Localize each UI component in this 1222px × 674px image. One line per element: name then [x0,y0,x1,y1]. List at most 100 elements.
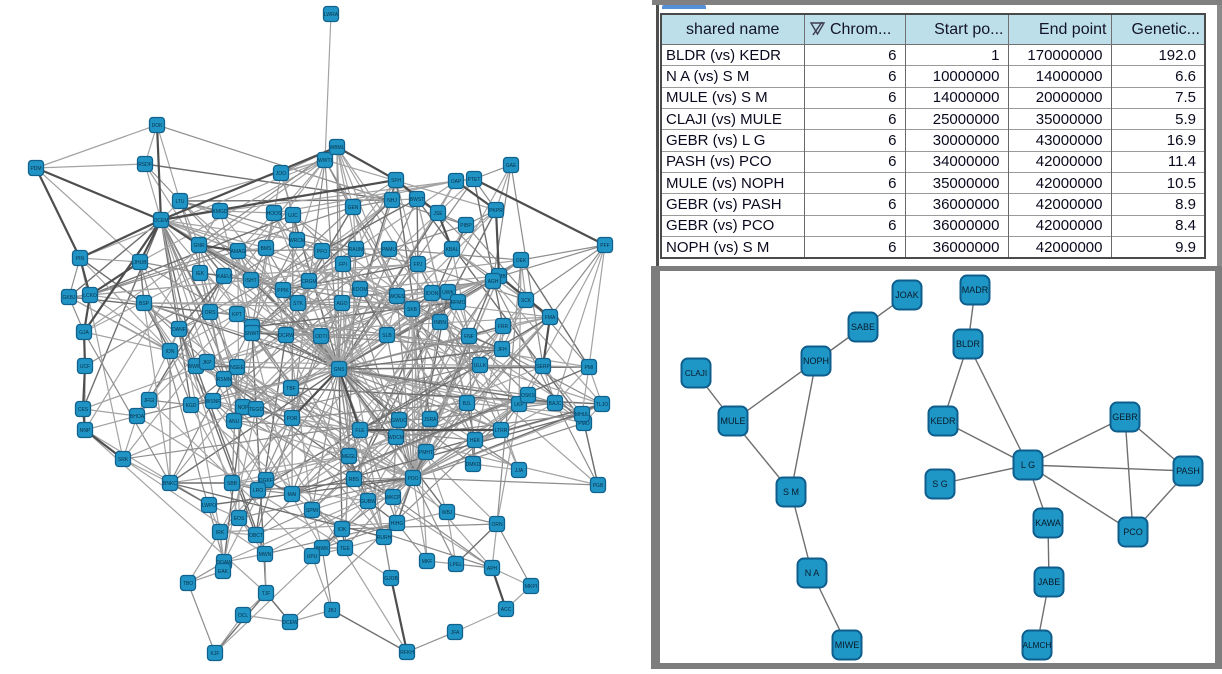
svg-text:DOK: DOK [152,123,164,129]
svg-text:SCK: SCK [521,298,532,304]
svg-text:MIWE: MIWE [835,640,860,650]
svg-text:TEE: TEE [340,546,350,552]
svg-text:BMS: BMS [261,246,273,252]
svg-text:PAMU: PAMU [382,247,396,253]
svg-text:ISHT: ISHT [245,278,256,284]
svg-text:LTU: LTU [175,199,184,205]
svg-text:BSP: BSP [139,301,150,307]
svg-text:TBO: TBO [183,581,193,587]
svg-text:BLDR: BLDR [956,339,981,349]
svg-text:POR: POR [287,416,298,422]
svg-text:PCO: PCO [1123,527,1143,537]
svg-text:RSDF: RSDF [138,162,152,168]
svg-text:NNP: NNP [80,428,91,434]
svg-text:MKF: MKF [422,559,433,565]
svg-text:IOK: IOK [338,527,347,533]
svg-text:L G: L G [1021,460,1035,470]
svg-text:PMHT: PMHT [419,450,433,456]
svg-text:MHUL: MHUL [575,412,589,418]
svg-text:JKP: JKP [202,360,212,366]
svg-text:TLJO: TLJO [596,402,608,408]
svg-text:GWUC: GWUC [391,418,407,424]
svg-text:CLAJI: CLAJI [685,369,707,378]
svg-text:JFA: JFA [451,630,460,636]
svg-text:KDOM: KDOM [353,287,368,293]
svg-text:KAEU: KAEU [217,274,231,280]
svg-text:LWRA: LWRA [324,12,339,18]
svg-text:BWST: BWST [410,197,424,203]
svg-text:EOS: EOS [234,516,245,522]
svg-text:MULE: MULE [720,416,745,426]
svg-text:RBS: RBS [349,477,360,483]
svg-text:SLB: SLB [382,333,392,339]
svg-text:FNF: FNF [464,334,474,340]
svg-text:SPMI: SPMI [306,508,318,514]
svg-text:N A: N A [805,568,820,578]
svg-text:JOO: JOO [276,171,286,177]
svg-text:UWK: UWK [442,290,454,296]
svg-text:GNS: GNS [334,367,346,373]
svg-text:KBAL: KBAL [446,247,459,253]
svg-text:BNKC: BNKC [163,481,177,487]
svg-text:KMGD: KMGD [213,209,228,215]
svg-text:OEK: OEK [516,258,527,264]
svg-text:RSMN: RSMN [217,377,232,383]
svg-text:WWTI: WWTI [318,158,332,164]
svg-text:S G: S G [932,479,948,489]
svg-text:HIHG: HIHG [391,521,404,527]
svg-text:PMI: PMI [585,365,594,371]
svg-text:KEDR: KEDR [930,416,956,426]
svg-text:SBB: SBB [227,481,238,487]
svg-text:UJC: UJC [288,213,298,219]
svg-text:PKPR: PKPR [489,208,503,214]
svg-text:SNWT: SNWT [245,331,260,337]
svg-text:RFMO: RFMO [451,300,466,306]
svg-text:NSEE: NSEE [230,365,244,371]
svg-text:ACC: ACC [501,607,512,613]
svg-text:GNR: GNR [193,243,205,249]
svg-text:GEBR: GEBR [1112,412,1138,422]
svg-text:AMAG: AMAG [231,249,246,255]
svg-text:MEGL: MEGL [342,454,356,460]
svg-text:WWMP: WWMP [188,364,206,370]
svg-text:IHWK: IHWK [315,546,329,552]
svg-text:LRO: LRO [253,488,263,494]
svg-text:OCEM: OCEM [154,218,169,224]
svg-text:TJF: TJF [262,591,271,597]
svg-text:ALMCH: ALMCH [1023,641,1052,650]
svg-text:OAP: OAP [451,179,462,185]
svg-text:OBCT: OBCT [249,533,263,539]
svg-text:MKPI: MKPI [525,584,537,590]
svg-text:DMKD: DMKD [466,462,481,468]
svg-text:JHUB: JHUB [133,260,147,266]
svg-text:LWPO: LWPO [202,503,216,509]
svg-text:GJOB: GJOB [384,576,398,582]
svg-text:PASH: PASH [1176,466,1200,476]
svg-text:WRCM: WRCM [289,238,305,244]
svg-text:UPU: UPU [307,554,318,560]
svg-text:DOAW: DOAW [216,560,232,566]
svg-text:DANF: DANF [172,327,186,333]
svg-text:POO: POO [407,476,418,482]
svg-text:ORS: ORS [205,310,217,316]
svg-text:GUBW: GUBW [360,499,376,505]
svg-text:ODTI: ODTI [315,334,327,340]
svg-text:FMA: FMA [545,315,556,321]
svg-text:LPEL: LPEL [450,562,462,568]
svg-text:DGKF: DGKF [259,478,273,484]
svg-text:ORN: ORN [491,522,503,528]
svg-text:APH: APH [487,566,498,572]
svg-text:PMO: PMO [578,421,590,427]
svg-text:WKCP: WKCP [386,495,402,501]
svg-text:SABE: SABE [851,322,875,332]
svg-text:BHOA: BHOA [130,414,145,420]
svg-text:FRR: FRR [498,324,509,330]
svg-text:GKBJ: GKBJ [62,295,76,301]
svg-text:JFH: JFH [497,347,507,353]
svg-text:SERP: SERP [536,364,550,370]
svg-text:PFF: PFF [600,243,609,249]
svg-text:GAE: GAE [506,163,517,169]
svg-text:WBML: WBML [330,145,345,151]
svg-text:WBJ: WBJ [442,510,453,516]
svg-text:NHJ: NHJ [387,198,397,204]
